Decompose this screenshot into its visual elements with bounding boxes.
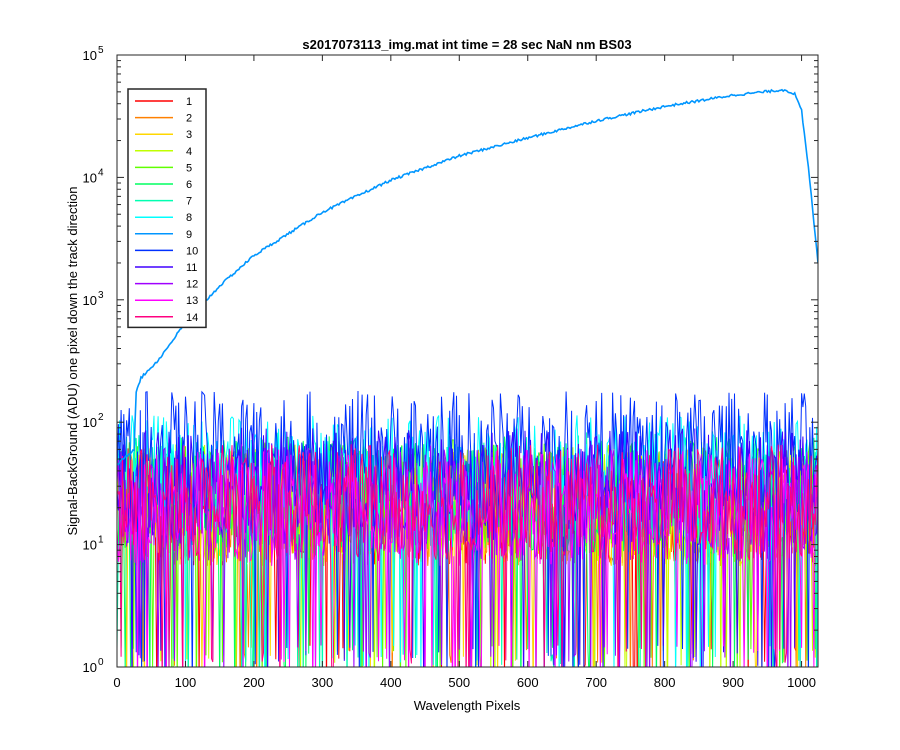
- series-line-14: [117, 444, 818, 667]
- x-tick-label: 600: [517, 675, 539, 690]
- legend-label-8: 8: [186, 212, 192, 224]
- legend-label-3: 3: [186, 129, 192, 141]
- y-tick-label: 10: [83, 415, 97, 430]
- x-tick-label: 300: [312, 675, 334, 690]
- legend-box: [127, 88, 207, 329]
- plot-frame: [116, 54, 819, 668]
- x-tick-label: 400: [380, 675, 402, 690]
- legend-label-12: 12: [186, 279, 198, 291]
- legend-label-1: 1: [186, 96, 192, 108]
- legend-label-14: 14: [186, 312, 198, 324]
- series-layer: [117, 88, 818, 667]
- y-tick-exponent: 4: [98, 167, 104, 178]
- legend-label-4: 4: [186, 146, 192, 158]
- x-tick-label: 1000: [787, 675, 816, 690]
- x-tick-label: 800: [654, 675, 676, 690]
- y-tick-label: 10: [83, 538, 97, 553]
- legend-label-6: 6: [186, 179, 192, 191]
- y-tick-label: 10: [83, 170, 97, 185]
- legend-label-10: 10: [186, 245, 198, 257]
- legend-label-2: 2: [186, 113, 192, 125]
- x-tick-label: 100: [175, 675, 197, 690]
- series-line-9: [117, 88, 818, 466]
- y-axis-label: Signal-BackGround (ADU) one pixel down t…: [65, 186, 80, 535]
- y-tick-label: 10: [83, 660, 97, 675]
- legend-label-5: 5: [186, 162, 192, 174]
- y-tick-label: 10: [83, 48, 97, 63]
- x-axis: 0 100 200 300 400 500 600 700 800 900 1000: [113, 55, 816, 690]
- chart-title: s2017073113_img.mat int time = 28 sec Na…: [302, 37, 631, 52]
- y-tick-exponent: 3: [98, 290, 104, 301]
- y-tick-exponent: 2: [98, 412, 104, 423]
- y-tick-exponent: 0: [98, 657, 104, 668]
- x-tick-label: 0: [113, 675, 120, 690]
- series-line-13: [117, 449, 818, 667]
- y-tick-exponent: 5: [98, 45, 104, 56]
- legend-label-7: 7: [186, 196, 192, 208]
- x-tick-label: 500: [448, 675, 470, 690]
- legend-label-13: 13: [186, 295, 198, 307]
- x-axis-label: Wavelength Pixels: [414, 698, 521, 713]
- y-tick-label: 10: [83, 293, 97, 308]
- y-tick-exponent: 1: [98, 535, 104, 546]
- x-tick-label: 200: [243, 675, 265, 690]
- legend-label-9: 9: [186, 229, 192, 241]
- x-tick-label: 900: [722, 675, 744, 690]
- legend-label-11: 11: [186, 262, 197, 274]
- x-tick-label: 700: [585, 675, 607, 690]
